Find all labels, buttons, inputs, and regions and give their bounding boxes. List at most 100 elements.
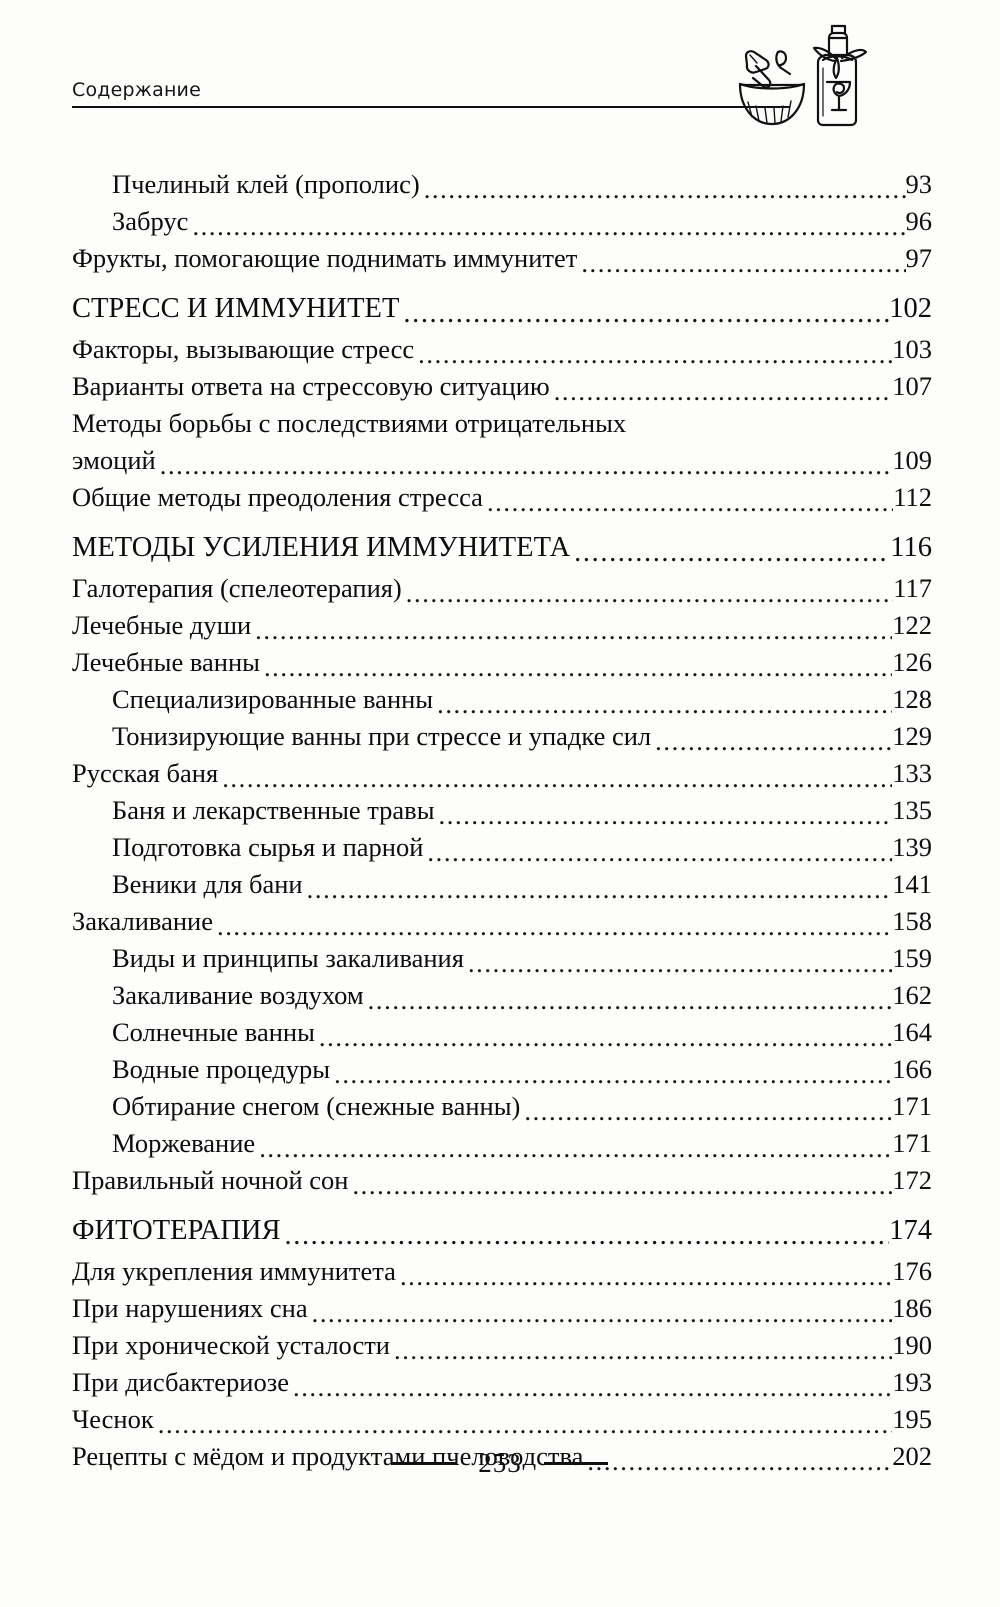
toc-dot-leader	[319, 1025, 892, 1051]
toc-entry[interactable]: Веники для бани 141	[112, 866, 932, 903]
toc-entry[interactable]: При нарушениях сна 186	[72, 1290, 932, 1327]
toc-entry[interactable]: При дисбактериозе 193	[72, 1364, 932, 1401]
toc-dot-leader	[655, 729, 892, 755]
toc-entry-title: Варианты ответа на стрессовую ситуацию	[72, 371, 550, 401]
toc-chapter-entry[interactable]: ФИТОТЕРАПИЯ 174	[72, 1211, 932, 1251]
toc-dot-leader	[400, 1264, 892, 1290]
toc-entry[interactable]: Варианты ответа на стрессовую ситуацию 10…	[72, 368, 932, 405]
toc-dot-leader	[264, 655, 892, 681]
header-rule	[72, 105, 790, 108]
toc-entry-title: Подготовка сырья и парной	[112, 832, 424, 862]
toc-entry[interactable]: Пчелиный клей (прополис) 93	[112, 166, 932, 203]
toc-entry-title: Пчелиный клей (прополис)	[112, 169, 420, 199]
toc-dot-leader	[255, 618, 892, 644]
toc-entry-title: Факторы, вызывающие стресс	[72, 334, 415, 364]
toc-entry[interactable]: Виды и принципы закаливания 159	[112, 940, 932, 977]
toc-page-number: 139	[892, 832, 932, 862]
toc-entry[interactable]: Специализированные ванны 128	[112, 681, 932, 718]
toc-page-number: 171	[892, 1128, 932, 1158]
toc-dot-leader	[439, 803, 893, 829]
toc-dot-leader	[554, 379, 893, 405]
toc-page-number: 129	[892, 721, 932, 751]
toc-entry[interactable]: Для укрепления иммунитета 176	[72, 1253, 932, 1290]
toc-entry-title: Общие методы преодоления стресса	[72, 482, 483, 512]
toc-page-number: 166	[892, 1054, 932, 1084]
toc-entry-title: Солнечные ванны	[112, 1017, 315, 1047]
toc-entry[interactable]: Тонизирующие ванны при стрессе и упадке …	[112, 718, 932, 755]
toc-page-number: 126	[892, 647, 932, 677]
toc-entry-title: Тонизирующие ванны при стрессе и упадке …	[112, 721, 652, 751]
toc-page-number: 133	[892, 758, 932, 788]
toc-entry[interactable]: Подготовка сырья и парной 139	[112, 829, 932, 866]
toc-page-number: 97	[905, 243, 933, 273]
toc-page-number: 158	[892, 906, 932, 936]
toc-dot-leader	[293, 1375, 892, 1401]
toc-entry-title: МЕТОДЫ УСИЛЕНИЯ ИММУНИТЕТА	[72, 532, 571, 563]
toc-entry[interactable]: Забрус 96	[112, 203, 932, 240]
toc-entry[interactable]: Лечебные ванны 126	[72, 644, 932, 681]
toc-entry[interactable]: Галотерапия (спелеотерапия) 117	[72, 570, 932, 607]
toc-page-number: 162	[892, 980, 932, 1010]
toc-dot-leader	[352, 1173, 892, 1199]
toc-entry[interactable]: Лечебные души 122	[72, 607, 932, 644]
toc-entry-title: Правильный ночной сон	[72, 1165, 349, 1195]
toc-entry-title: Забрус	[112, 206, 189, 236]
toc-page-number: 117	[893, 573, 932, 603]
toc-entry-title: Лечебные ванны	[72, 647, 260, 677]
toc-entry[interactable]: Рецепты с мёдом и продуктами пчеловодств…	[72, 1438, 932, 1475]
toc-page-number: 190	[892, 1330, 932, 1360]
toc-entry[interactable]: Водные процедуры 166	[112, 1051, 932, 1088]
toc-dot-leader	[394, 1338, 892, 1364]
toc-page-number: 128	[892, 684, 932, 714]
toc-dot-leader	[259, 1136, 892, 1162]
toc-entry-title: Баня и лекарственные травы	[112, 795, 435, 825]
toc-dot-leader	[334, 1062, 892, 1088]
toc-entry-title: При дисбактериозе	[72, 1367, 289, 1397]
toc-dot-leader	[581, 251, 905, 277]
toc-chapter-entry[interactable]: СТРЕСС И ИММУНИТЕТ 102	[72, 289, 932, 329]
toc-dot-leader	[217, 914, 892, 940]
toc-entry[interactable]: Обтирание снегом (снежные ванны) 171	[112, 1088, 932, 1125]
toc-entry[interactable]: Общие методы преодоления стресса 112	[72, 479, 932, 516]
page-folio: 253	[0, 1448, 1000, 1479]
toc-page-number: 109	[892, 445, 932, 475]
toc-entry[interactable]: Моржевание 171	[112, 1125, 932, 1162]
toc-entry-title: Обтирание снегом (снежные ванны)	[112, 1091, 521, 1121]
toc-dot-leader	[574, 542, 890, 568]
toc-entry-title: Специализированные ванны	[112, 684, 434, 714]
toc-entry[interactable]: Правильный ночной сон 172	[72, 1162, 932, 1199]
toc-page-number: 102	[889, 293, 932, 324]
toc-page-number: 172	[892, 1165, 932, 1195]
toc-entry-title: При нарушениях сна	[72, 1293, 308, 1323]
toc-entry[interactable]: Закаливание 158	[72, 903, 932, 940]
toc-entry[interactable]: Методы борьбы с последствиями отрицатель…	[72, 405, 932, 442]
toc-entry-title: При хронической усталости	[72, 1330, 390, 1360]
toc-dot-leader	[192, 214, 905, 240]
toc-entry[interactable]: Факторы, вызывающие стресс 103	[72, 331, 932, 368]
toc-entry-title: Водные процедуры	[112, 1054, 331, 1084]
toc-entry[interactable]: эмоций 109	[72, 442, 932, 479]
toc-entry[interactable]: Фрукты, помогающие поднимать иммунитет 97	[72, 240, 932, 277]
toc-dot-leader	[630, 416, 932, 442]
toc-entry[interactable]: При хронической усталости 190	[72, 1327, 932, 1364]
toc-page-number: 122	[892, 610, 932, 640]
toc-entry-title: ФИТОТЕРАПИЯ	[72, 1215, 281, 1246]
toc-entry[interactable]: Баня и лекарственные травы 135	[112, 792, 932, 829]
toc-entry[interactable]: Чеснок 195	[72, 1401, 932, 1438]
toc-page-number: 159	[892, 943, 932, 973]
table-of-contents: Пчелиный клей (прополис) 93 Забрус 96 Фрукты…	[72, 166, 932, 1475]
toc-page-number: 202	[892, 1441, 932, 1471]
toc-page-number: 174	[889, 1215, 932, 1246]
toc-dot-leader	[406, 581, 893, 607]
toc-entry-title: Закаливание	[72, 906, 213, 936]
toc-page-number: 112	[893, 482, 932, 512]
toc-entry[interactable]: Закаливание воздухом 162	[112, 977, 932, 1014]
toc-entry-title: Чеснок	[72, 1404, 154, 1434]
toc-chapter-entry[interactable]: МЕТОДЫ УСИЛЕНИЯ ИММУНИТЕТА 116	[72, 528, 932, 568]
toc-page-number: 103	[892, 334, 932, 364]
toc-entry-title: Рецепты с мёдом и продуктами пчеловодств…	[72, 1441, 584, 1471]
toc-entry-title: Закаливание воздухом	[112, 980, 364, 1010]
toc-dot-leader	[418, 342, 892, 368]
toc-entry[interactable]: Солнечные ванны 164	[112, 1014, 932, 1051]
toc-entry[interactable]: Русская баня 133	[72, 755, 932, 792]
